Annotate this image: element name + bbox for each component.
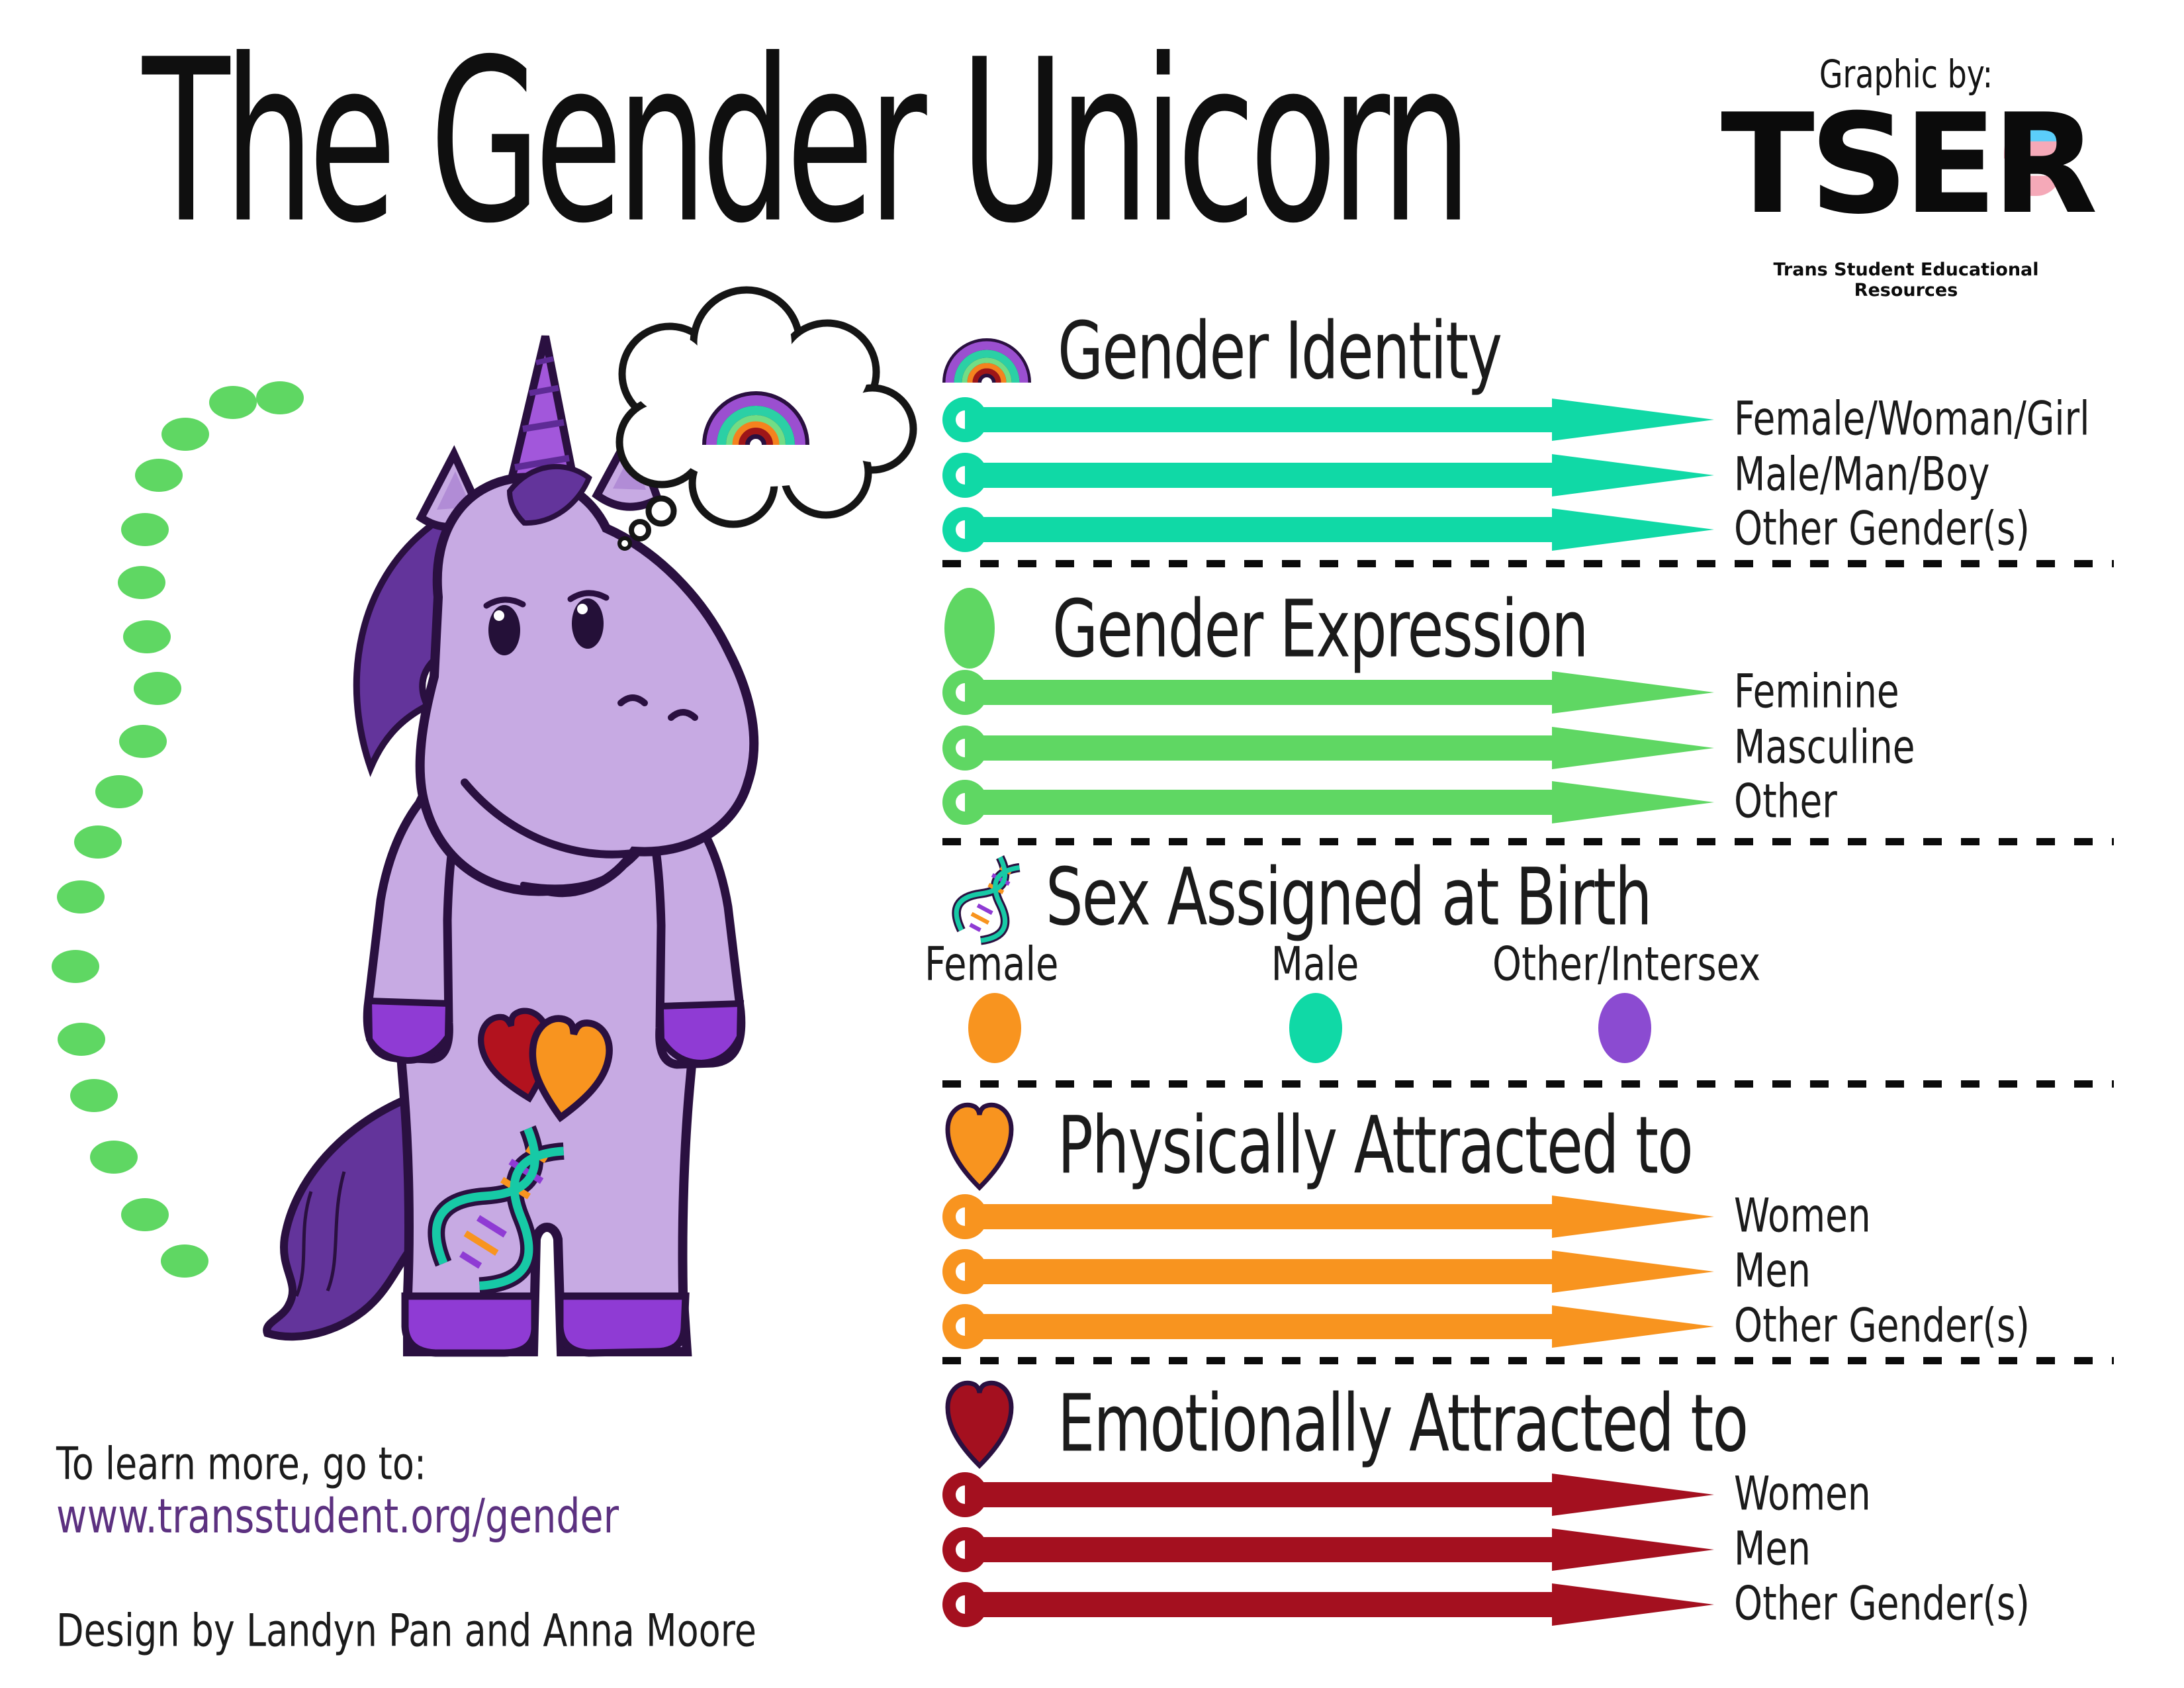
arrow-gender-identity-2: Male/Man/Boy: [942, 448, 2114, 502]
arrow-bar: [965, 680, 1552, 705]
tser-acronym: TSER: [1721, 85, 2098, 245]
section-physically-attracted-to: Physically Attracted to: [1058, 1099, 1711, 1191]
arrow-head-icon: [1552, 1474, 1714, 1516]
arrow-bar: [965, 463, 1552, 488]
arrow-label: Masculine: [1734, 720, 1915, 774]
section-emotionally-attracted-to: Emotionally Attracted to: [1058, 1377, 1768, 1469]
learn-more-label: To learn more, go to:: [56, 1438, 427, 1490]
section-gender-identity: Gender Identity: [1058, 305, 1515, 397]
dark-red-heart-icon: [945, 1380, 1014, 1469]
section-gender-expression: Gender Expression: [1052, 583, 1604, 675]
chest-hearts: [478, 1008, 613, 1123]
credit-org-name: Trans Student Educational Resources: [1773, 259, 2039, 301]
section-title: Emotionally Attracted to: [1058, 1377, 1749, 1470]
credit-label: Graphic by:: [1819, 52, 1993, 97]
arrow-label: Other Gender(s): [1734, 502, 2030, 556]
arrow-physically-attracted-2: Men: [942, 1244, 2114, 1298]
trans-flag-icon: [2004, 118, 2065, 196]
arrow-bar: [965, 1204, 1552, 1229]
arrow-bar: [965, 407, 1552, 432]
arrow-emotionally-attracted-2: Men: [942, 1523, 2114, 1576]
section-title: Physically Attracted to: [1058, 1099, 1694, 1192]
arrow-head-icon: [1552, 1196, 1714, 1238]
arrow-bar: [965, 1259, 1552, 1284]
tser-logo: Graphic by: TSER Trans Student Education…: [1721, 52, 2098, 301]
arrow-head-icon: [1552, 1250, 1714, 1293]
thought-bubble: [615, 286, 917, 551]
section-title: Gender Expression: [1052, 583, 1589, 675]
arrow-head-icon: [1552, 454, 1714, 496]
sex-option-male-label: Male: [1271, 937, 1359, 992]
arrow-gender-expression-1: Feminine: [942, 665, 2114, 719]
sex-dot-male: [1289, 993, 1342, 1063]
arrow-head-icon: [1552, 781, 1714, 823]
arrow-label: Men: [1734, 1244, 1811, 1298]
design-credit: Design by Landyn Pan and Anna Moore: [56, 1605, 756, 1657]
arrow-label: Other Gender(s): [1734, 1577, 2030, 1631]
arrow-gender-expression-3: Other: [942, 775, 2114, 829]
section-divider: [942, 1357, 2114, 1364]
sex-dot-female: [968, 993, 1021, 1063]
arrow-bar: [965, 1592, 1552, 1617]
arrow-bar: [965, 1482, 1552, 1507]
arrow-physically-attracted-3: Other Gender(s): [942, 1299, 2114, 1353]
section-divider: [942, 560, 2114, 567]
unicorn-face: [461, 590, 698, 890]
green-dots-arc: [52, 381, 304, 1278]
arrow-bar: [965, 790, 1552, 815]
section-divider: [942, 838, 2114, 845]
arrow-bar: [965, 735, 1552, 761]
arrow-label: Men: [1734, 1522, 1811, 1576]
arrow-head-icon: [1552, 1583, 1714, 1626]
arrow-emotionally-attracted-1: Women: [942, 1468, 2114, 1521]
arrow-head-icon: [1552, 727, 1714, 769]
arrow-head-icon: [1552, 1528, 1714, 1571]
arrow-label: Feminine: [1734, 665, 1899, 719]
green-dot-icon: [944, 588, 995, 669]
arrow-head-icon: [1552, 399, 1714, 441]
arrow-label: Other Gender(s): [1734, 1299, 2030, 1353]
arrow-gender-identity-1: Female/Woman/Girl: [942, 393, 2114, 446]
thought-rainbow-icon: [702, 391, 809, 447]
arrow-label: Female/Woman/Girl: [1734, 392, 2090, 446]
section-sex-assigned-at-birth: Sex Assigned at Birth: [1046, 851, 1670, 943]
arrow-gender-identity-3: Other Gender(s): [942, 502, 2114, 556]
page-title: The Gender Unicorn: [142, 12, 1472, 273]
section-title: Sex Assigned at Birth: [1046, 851, 1653, 943]
sex-dot-other-intersex: [1598, 993, 1651, 1063]
arrow-emotionally-attracted-3: Other Gender(s): [942, 1577, 2114, 1631]
arrow-gender-expression-2: Masculine: [942, 721, 2114, 774]
arrow-label: Women: [1734, 1467, 1871, 1521]
arrow-bar: [965, 517, 1552, 542]
arrow-head-icon: [1552, 508, 1714, 551]
unicorn: [263, 335, 759, 1357]
belly-dna: [428, 1125, 565, 1295]
arrow-head-icon: [1552, 1305, 1714, 1348]
learn-more-url: www.transstudent.org/gender: [56, 1489, 619, 1544]
arrow-head-icon: [1552, 671, 1714, 714]
rainbow-icon: [942, 338, 1031, 384]
arrow-label: Male/Man/Boy: [1734, 447, 1990, 502]
arrow-bar: [965, 1314, 1552, 1339]
sex-option-other-intersex-label: Other/Intersex: [1492, 937, 1761, 992]
orange-heart-icon: [945, 1102, 1014, 1191]
dna-icon: [952, 855, 1021, 945]
arrow-label: Other: [1734, 774, 1837, 829]
arrow-bar: [965, 1537, 1552, 1562]
arrow-label: Women: [1734, 1189, 1871, 1243]
sex-option-female-label: Female: [925, 937, 1059, 992]
section-divider: [942, 1080, 2114, 1088]
section-title: Gender Identity: [1058, 305, 1502, 397]
arrow-physically-attracted-1: Women: [942, 1190, 2114, 1243]
